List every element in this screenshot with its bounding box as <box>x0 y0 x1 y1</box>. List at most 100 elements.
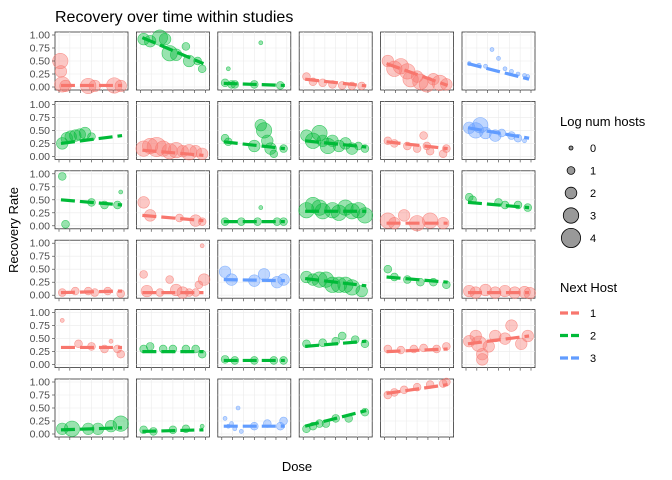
data-point <box>112 415 129 432</box>
y-tick-label: 1.00 <box>30 30 51 42</box>
data-point <box>523 287 536 300</box>
y-tick-label: 0.75 <box>30 43 51 55</box>
data-point <box>419 131 428 140</box>
y-tick-label: 0.75 <box>30 390 51 402</box>
y-tick-label: 0.75 <box>30 181 51 193</box>
data-point <box>279 416 288 426</box>
fit-line <box>467 200 530 210</box>
panel-16 <box>298 170 373 232</box>
panel-22 <box>298 239 373 302</box>
size-legend-key <box>564 186 578 200</box>
fit-line <box>304 276 367 288</box>
y-tick-label: 0.00 <box>30 82 51 94</box>
panel-11 <box>380 101 455 163</box>
data-point <box>239 429 244 434</box>
fit-line <box>60 198 123 207</box>
y-axis-title: Recovery Rate <box>6 187 21 273</box>
y-tick-label: 0.75 <box>30 320 51 332</box>
panel-31: 0.000.250.500.751.00 <box>30 377 129 441</box>
data-point <box>356 207 373 224</box>
fit-line <box>223 140 286 151</box>
fit-line <box>467 334 530 346</box>
panel-14 <box>135 170 210 232</box>
data-point <box>199 423 205 429</box>
size-legend-label: 2 <box>590 188 596 200</box>
fit-line <box>60 289 123 295</box>
panel-30 <box>461 309 536 371</box>
fit-line <box>386 62 449 87</box>
y-tick-label: 0.50 <box>30 333 51 345</box>
data-point <box>522 138 527 144</box>
panel-33 <box>217 378 292 440</box>
data-point <box>199 243 205 249</box>
y-tick-label: 0.25 <box>30 138 51 150</box>
data-point <box>476 353 489 366</box>
data-point <box>505 319 518 332</box>
data-point <box>258 205 264 210</box>
size-legend-item: 4 <box>561 227 596 248</box>
size-legend-title: Log num hosts <box>560 114 646 129</box>
data-point <box>59 318 65 323</box>
panel-23 <box>380 239 455 302</box>
panel-24 <box>461 239 536 302</box>
y-tick-label: 0.00 <box>30 220 51 232</box>
panel-10 <box>298 101 373 163</box>
color-legend-item: 2 <box>560 331 596 343</box>
color-legend-label: 2 <box>590 331 596 343</box>
panel-21 <box>217 239 292 302</box>
data-point <box>222 416 228 421</box>
color-legend-label: 3 <box>590 353 596 365</box>
fit-line <box>467 62 530 81</box>
y-tick-label: 1.00 <box>30 99 51 111</box>
color-legend-item: 3 <box>560 353 596 365</box>
panel-35 <box>380 377 455 440</box>
panel-12 <box>461 101 536 163</box>
y-tick-label: 0.00 <box>30 151 51 163</box>
fit-line <box>467 126 530 140</box>
panel-4 <box>298 31 373 93</box>
panel-28 <box>298 309 373 371</box>
fit-line <box>142 148 204 157</box>
size-legend-label: 4 <box>590 233 596 245</box>
color-legend-label: 1 <box>590 308 596 320</box>
size-legend: 0 1 2 3 4 <box>561 143 596 248</box>
data-point <box>256 122 273 139</box>
size-legend-label: 0 <box>590 143 596 155</box>
y-tick-label: 0.25 <box>30 207 51 219</box>
size-legend-item: 1 <box>566 166 596 178</box>
fit-line <box>304 139 367 149</box>
data-point <box>69 129 82 142</box>
data-point <box>438 149 448 159</box>
data-point <box>235 405 241 411</box>
data-point <box>116 350 125 359</box>
y-tick-label: 0.00 <box>30 359 51 371</box>
data-point <box>74 339 83 348</box>
panel-20 <box>135 239 211 302</box>
fit-line <box>223 81 285 88</box>
size-legend-key <box>562 207 580 224</box>
fit-line <box>141 36 205 66</box>
y-tick-label: 1.00 <box>30 377 51 389</box>
panel-15 <box>217 170 292 232</box>
size-legend-label: 3 <box>590 211 596 223</box>
y-tick-label: 0.50 <box>30 125 51 137</box>
fit-line <box>386 383 448 396</box>
data-point <box>194 280 204 289</box>
data-point <box>159 33 172 46</box>
panel-5 <box>380 31 455 93</box>
data-point <box>108 338 114 344</box>
y-tick-label: 0.25 <box>30 416 51 428</box>
data-point <box>398 209 411 222</box>
y-tick-label: 0.00 <box>30 290 51 302</box>
size-legend-key <box>568 145 574 151</box>
size-legend-label: 1 <box>590 166 596 178</box>
y-tick-label: 0.50 <box>30 56 51 68</box>
fit-line <box>304 77 367 88</box>
color-legend-item: 1 <box>560 308 596 320</box>
panel-9 <box>217 101 292 163</box>
chart-title: Recovery over time within studies <box>55 9 293 26</box>
data-point <box>54 65 68 78</box>
size-legend-item: 3 <box>562 207 596 224</box>
facet-panels: 0.000.250.500.751.000.000.250.500.751.00… <box>30 30 536 441</box>
panel-18 <box>461 170 536 232</box>
